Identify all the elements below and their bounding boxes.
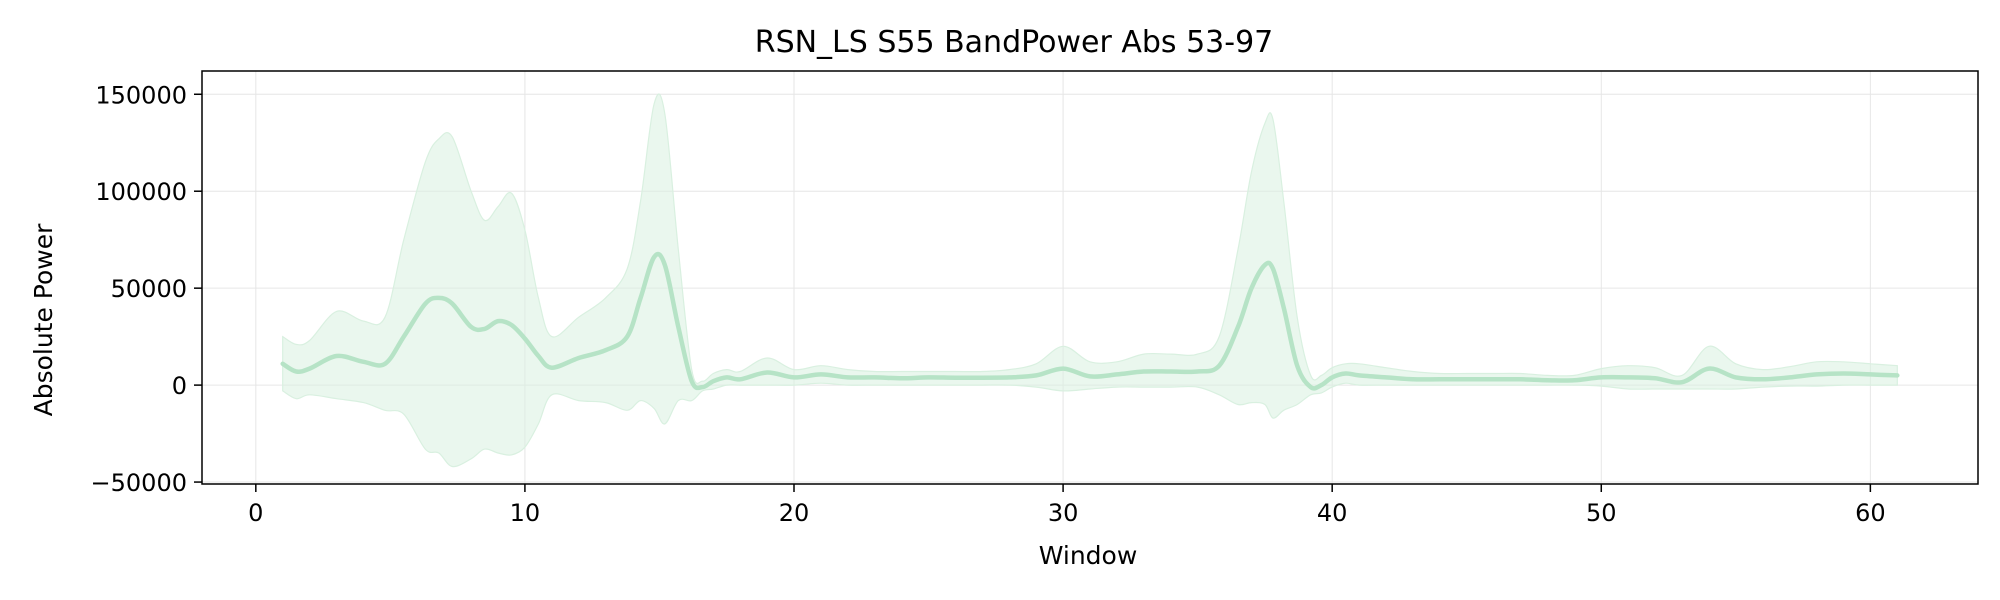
series-line	[280, 251, 1900, 391]
x-tick-label: 10	[510, 499, 541, 527]
y-tick-label: −50000	[91, 469, 187, 497]
x-axis-label: Window	[1039, 541, 1138, 570]
x-tick-label: 60	[1855, 499, 1886, 527]
x-tick-label: 20	[779, 499, 810, 527]
x-tick-label: 40	[1317, 499, 1348, 527]
y-tick-label: 100000	[95, 178, 187, 206]
y-tick-label: 50000	[111, 275, 187, 303]
x-tick-label: 50	[1586, 499, 1617, 527]
plot-frame	[201, 70, 1979, 485]
y-tick-label: 0	[172, 372, 187, 400]
series-line-layer	[280, 251, 1900, 391]
confidence-band	[282, 93, 1898, 468]
x-tick-label: 30	[1048, 499, 1079, 527]
y-axis: −50000 0 50000 100000 150000	[91, 81, 202, 497]
y-axis-label: Absolute Power	[29, 223, 58, 417]
y-tick-label: 150000	[95, 81, 187, 109]
x-tick-label: 0	[248, 499, 263, 527]
chart-title: RSN_LS S55 BandPower Abs 53-97	[755, 25, 1274, 60]
confidence-band-layer	[282, 93, 1898, 468]
x-axis: 0 10 20 30 40 50 60	[248, 484, 1886, 527]
